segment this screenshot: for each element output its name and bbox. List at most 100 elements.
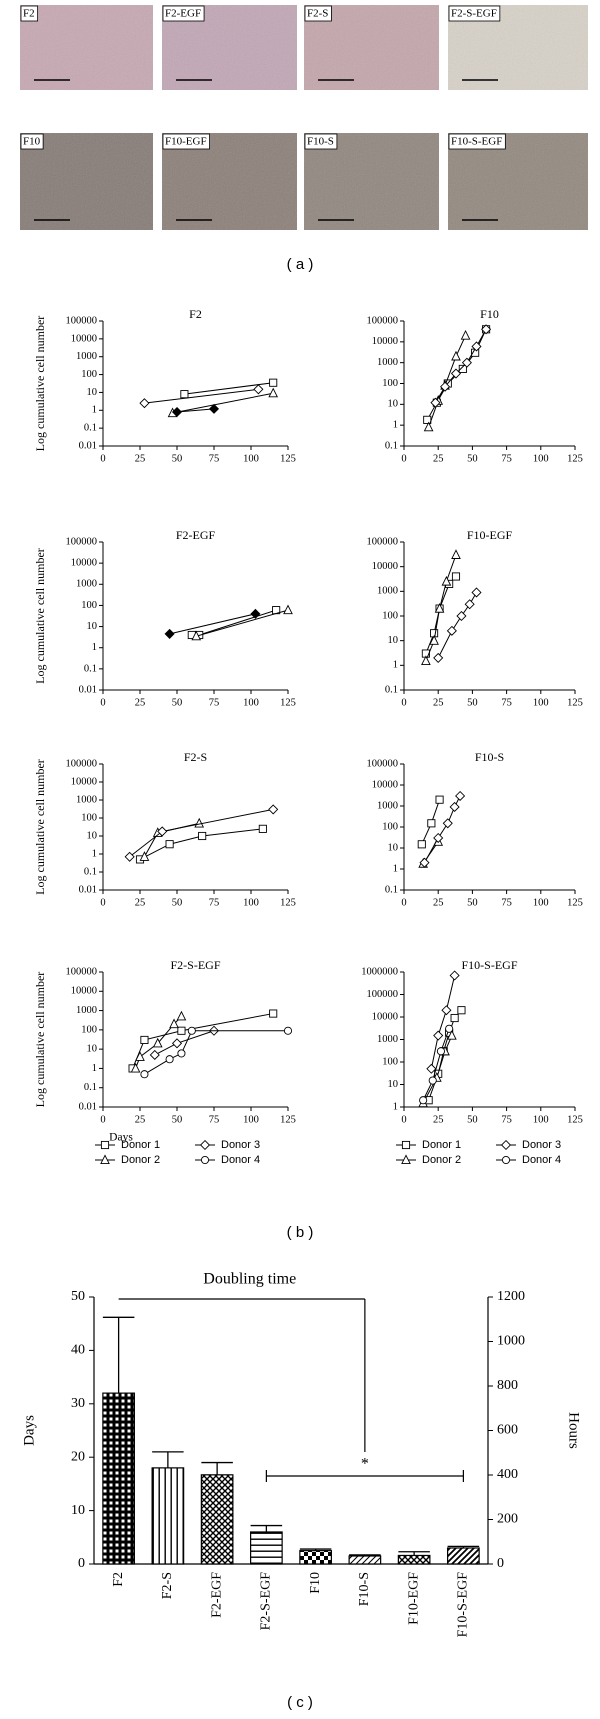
marker xyxy=(451,350,461,361)
x-tick-label: 125 xyxy=(567,1114,583,1125)
marker xyxy=(423,415,432,424)
y-tick-label: 10000 xyxy=(71,558,97,569)
marker xyxy=(198,831,207,841)
marker xyxy=(457,1006,466,1015)
marker xyxy=(152,1037,163,1048)
legend-label: Donor 3 xyxy=(221,1139,260,1151)
data-line xyxy=(172,392,274,414)
y-tick-label: 10000 xyxy=(372,336,398,347)
bar xyxy=(200,1474,234,1565)
marker xyxy=(442,818,453,829)
marker xyxy=(140,1035,149,1044)
y-tick-label: 1000 xyxy=(76,1005,97,1016)
legend-label: Donor 2 xyxy=(121,1154,160,1166)
marker xyxy=(258,824,267,833)
y-tick-label: 100 xyxy=(81,600,97,611)
y-tick-label: 1 xyxy=(92,642,97,653)
data-line xyxy=(169,613,256,635)
label-box xyxy=(448,5,501,22)
marker xyxy=(450,368,462,379)
x-tick-label: 25 xyxy=(135,897,146,908)
marker xyxy=(455,790,466,802)
marker xyxy=(471,587,482,598)
x-tick-label: 100 xyxy=(533,897,549,908)
x-tick-label: 50 xyxy=(172,1114,183,1125)
y2-tick-label: 0 xyxy=(497,1556,504,1571)
y-tick-label: 10000 xyxy=(71,776,97,787)
marker xyxy=(481,324,492,335)
y-axis-label: Log cumulative cell number xyxy=(33,759,47,895)
marker xyxy=(464,599,475,610)
y-tick-label: 100 xyxy=(382,1056,398,1067)
y-tick-label: 10 xyxy=(388,1079,399,1090)
x-tick-label: 125 xyxy=(567,697,583,708)
y-tick-label: 100000 xyxy=(367,536,399,547)
marker xyxy=(436,1047,445,1056)
x-tick-label: 75 xyxy=(501,897,512,908)
x-tick-label: 125 xyxy=(280,453,296,464)
y-tick-label: 0.1 xyxy=(84,1082,97,1093)
micrograph-label: F2-EGF xyxy=(165,8,201,20)
y-tick-label: 0.1 xyxy=(385,884,398,895)
x-tick-label: 50 xyxy=(467,453,478,464)
x-tick-label: 50 xyxy=(172,453,183,464)
y-tick-label: 1 xyxy=(92,1063,97,1074)
marker xyxy=(124,851,135,862)
x-tick-label: F10-S xyxy=(357,1572,372,1606)
marker xyxy=(456,610,467,622)
legend-marker xyxy=(501,1155,511,1165)
legend-marker xyxy=(401,1140,411,1150)
y-tick-label: 10 xyxy=(87,830,98,841)
x-tick-label: 100 xyxy=(243,897,259,908)
x-tick-label: 75 xyxy=(209,453,220,464)
x-tick-label: F2-EGF xyxy=(209,1572,224,1618)
chart-title: F2-S-EGF xyxy=(170,958,220,972)
y-tick-label: 10000 xyxy=(372,1011,398,1022)
label-box xyxy=(162,133,210,150)
data-line xyxy=(196,609,289,637)
x-tick-label: 125 xyxy=(280,697,296,708)
x-tick-label: 75 xyxy=(501,1114,512,1125)
panel-label: ( a ) xyxy=(287,256,314,273)
x-tick-label: 25 xyxy=(433,897,444,908)
x-tick-label: 25 xyxy=(433,1114,444,1125)
data-line xyxy=(144,1030,288,1075)
data-line xyxy=(139,828,263,860)
marker xyxy=(435,795,444,804)
marker xyxy=(433,832,444,844)
legend-label: Donor 3 xyxy=(522,1139,561,1151)
label-box xyxy=(20,5,39,22)
x-tick-label: 75 xyxy=(501,453,512,464)
y-tick-label: 100000 xyxy=(367,989,399,1000)
x-tick-label: 100 xyxy=(533,1114,549,1125)
x-tick-label: 25 xyxy=(135,1114,146,1125)
micrograph-texture xyxy=(20,5,153,90)
y-tick-label: 1 xyxy=(393,660,398,671)
y2-tick-label: 1000 xyxy=(497,1334,525,1349)
data-line xyxy=(132,1013,274,1069)
y2-axis-label: Hours xyxy=(566,1412,582,1449)
y-tick-label: 1 xyxy=(393,420,398,431)
y-tick-label: 0.01 xyxy=(79,684,97,695)
y-tick-label: 100 xyxy=(81,1024,97,1035)
marker xyxy=(429,635,439,645)
legend-marker xyxy=(100,1140,110,1150)
y-tick-label: 10 xyxy=(87,1044,98,1055)
data-line xyxy=(144,388,259,404)
x-tick-label: 100 xyxy=(533,453,549,464)
y-tick-label: 100 xyxy=(382,821,398,832)
y-tick-label: 0.01 xyxy=(79,1101,97,1112)
panel-label: ( c ) xyxy=(287,1694,313,1711)
micrograph-label: F10 xyxy=(23,136,41,148)
x-tick-label: F2-S-EGF xyxy=(259,1572,274,1631)
x-tick-label: 25 xyxy=(135,697,146,708)
marker xyxy=(421,655,431,666)
y-tick-label: 10000 xyxy=(372,779,398,790)
marker xyxy=(441,575,452,586)
marker xyxy=(157,826,168,837)
x-tick-label: 125 xyxy=(567,897,583,908)
y-tick-label: 10 xyxy=(87,387,98,398)
marker xyxy=(177,1026,186,1035)
bar xyxy=(447,1547,480,1565)
